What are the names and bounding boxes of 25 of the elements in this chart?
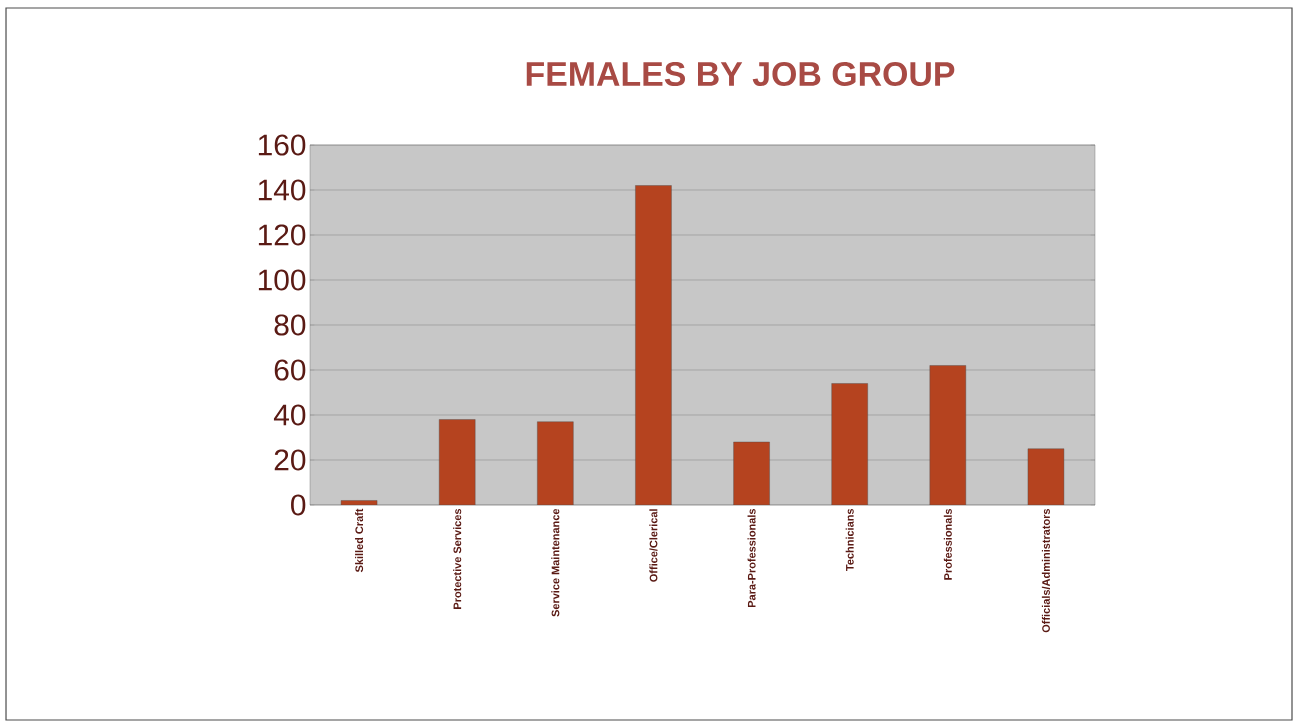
x-tick-label: Professionals [943,508,952,580]
y-tick-label: 120 [258,224,306,246]
chart-title: FEMALES BY JOB GROUP [526,61,955,86]
x-tick-label: Para-Professionals [747,508,756,608]
x-tick-label: Skilled Craft [355,508,364,573]
y-tick-label: 20 [274,449,306,471]
y-tick-label: 160 [258,134,306,156]
y-tick-label: 0 [291,494,306,516]
bar [831,383,868,505]
y-tick-label: 80 [274,314,306,336]
x-tick-label: Technicians [845,508,854,571]
y-tick-label: 40 [273,404,306,426]
x-tick-label: Office/Clerical [649,509,658,582]
y-tick-label: 100 [258,269,306,291]
bar [439,419,476,505]
bar [929,365,967,505]
bar [733,441,770,505]
bar [537,421,574,505]
bar [635,185,672,505]
x-tick-label: Protective Services [453,508,462,609]
bar [1027,448,1065,505]
x-tick-label: Service Maintenance [551,508,560,617]
x-tick-label: Officials/Administrators [1041,508,1051,633]
y-tick-label: 60 [274,359,306,381]
y-tick-label: 140 [258,179,306,201]
